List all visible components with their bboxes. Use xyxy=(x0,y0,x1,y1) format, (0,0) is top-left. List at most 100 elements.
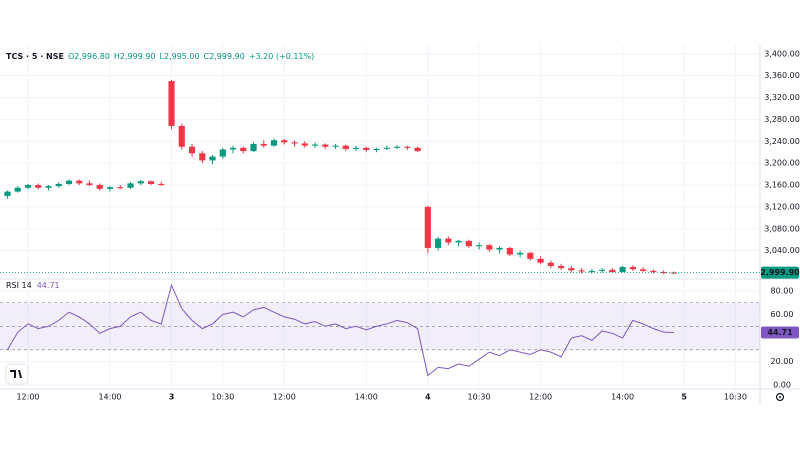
candle-body xyxy=(209,156,216,161)
candle-body xyxy=(96,185,103,189)
candle-body xyxy=(609,269,616,272)
candle-body xyxy=(260,143,267,146)
candle-body xyxy=(270,140,278,146)
candle-body xyxy=(393,146,401,148)
rsi-tick-label: 0.00 xyxy=(773,381,791,390)
candle-body xyxy=(527,252,534,259)
candle-body xyxy=(414,147,421,152)
candle-body xyxy=(147,181,155,184)
candle-body xyxy=(373,148,380,151)
candle-body xyxy=(322,144,329,147)
plot-layer xyxy=(0,45,760,389)
candle-body xyxy=(137,181,144,184)
x-tick-label: 12:00 xyxy=(273,393,296,402)
rsi-value: 44.71 xyxy=(37,281,60,290)
candle-body xyxy=(465,240,472,247)
candle-body xyxy=(619,267,626,272)
candle-body xyxy=(650,270,657,272)
candle-body xyxy=(188,146,196,154)
candle-body xyxy=(311,144,319,146)
candle-body xyxy=(178,125,185,147)
candle-body xyxy=(383,147,390,149)
candle-body xyxy=(629,267,636,270)
x-tick-label: 12:00 xyxy=(529,393,552,402)
candle-body xyxy=(476,245,483,247)
candle-body xyxy=(106,187,114,189)
ohlc: +3.20 (+0.11%) xyxy=(249,52,314,61)
candle-body xyxy=(670,272,677,274)
x-tick-label: 4 xyxy=(425,393,431,402)
rsi-last-box xyxy=(761,326,799,339)
candle-body xyxy=(558,265,565,269)
candle-body xyxy=(24,185,32,188)
candle-body xyxy=(506,247,513,255)
candle-body xyxy=(158,183,165,186)
candle-body xyxy=(250,143,257,152)
candle-body xyxy=(537,258,544,263)
x-tick-label: 10:30 xyxy=(468,393,491,402)
candle-body xyxy=(547,262,554,266)
last-price-label: 2,999.90 xyxy=(760,268,800,277)
y-tick-label: 3,320.00 xyxy=(764,93,800,102)
candle-body xyxy=(240,147,247,152)
candle-body xyxy=(199,153,206,161)
candle-body xyxy=(352,147,360,149)
ohlc: C2,999.90 xyxy=(204,52,245,61)
candle-body xyxy=(281,140,288,143)
settings-icon[interactable] xyxy=(775,392,785,402)
candle-body xyxy=(45,186,52,188)
candle-body xyxy=(568,268,575,271)
x-tick-label: 12:00 xyxy=(16,393,39,402)
candle-body xyxy=(517,252,524,255)
candle-body xyxy=(332,145,339,147)
x-tick-label: 3 xyxy=(169,393,175,402)
rsi-line xyxy=(7,283,674,377)
x-tick-label: 14:00 xyxy=(98,393,121,402)
candle-body xyxy=(486,245,493,250)
rsi-title: RSI 14 xyxy=(6,281,32,290)
x-tick-label: 10:30 xyxy=(211,393,234,402)
candle-body xyxy=(229,147,237,150)
y-tick-label: 3,240.00 xyxy=(764,137,800,146)
rsi-last-label: 44.71 xyxy=(767,328,793,337)
candle-body xyxy=(86,183,93,186)
x-tick-label: 14:00 xyxy=(355,393,378,402)
candle-body xyxy=(342,145,349,149)
y-tick-label: 3,160.00 xyxy=(764,181,800,190)
candle-body xyxy=(496,247,503,250)
candle-body xyxy=(578,270,585,272)
candle-body xyxy=(127,183,134,188)
candle-body xyxy=(55,183,62,187)
candle-body xyxy=(35,185,42,188)
candle-body xyxy=(435,238,442,248)
candle-body xyxy=(404,146,411,148)
candle-body xyxy=(219,149,226,157)
x-tick-label: 10:30 xyxy=(724,393,747,402)
last-price-box xyxy=(761,266,799,279)
y-tick-label: 3,360.00 xyxy=(764,71,800,80)
x-tick-label: 14:00 xyxy=(611,393,634,402)
tv-logo[interactable] xyxy=(5,363,29,385)
symbol: TCS · 5 · NSE xyxy=(6,52,64,61)
candle-body xyxy=(640,269,647,271)
y-tick-label: 3,400.00 xyxy=(764,49,800,58)
x-tick-label: 5 xyxy=(681,393,687,402)
candle-body xyxy=(363,147,370,151)
chart-header: TCS · 5 · NSE O2,996.80 H2,999.90 L2,995.00… xyxy=(6,52,314,61)
y-tick-label: 3,080.00 xyxy=(764,224,800,233)
candle-body xyxy=(65,180,73,184)
candle-body xyxy=(14,187,21,192)
candle-body xyxy=(168,81,175,126)
ohlc: L2,995.00 xyxy=(160,52,200,61)
candle-body xyxy=(76,180,83,184)
y-tick-label: 3,120.00 xyxy=(764,202,800,211)
candle-body xyxy=(588,270,595,272)
y-tick-label: 3,280.00 xyxy=(764,115,800,124)
rsi-header: RSI 14 44.71 xyxy=(6,281,60,290)
candle-body xyxy=(301,143,308,146)
candle-body xyxy=(291,142,298,144)
y-tick-label: 3,040.00 xyxy=(764,246,800,255)
ohlc: O2,996.80 xyxy=(68,52,110,61)
